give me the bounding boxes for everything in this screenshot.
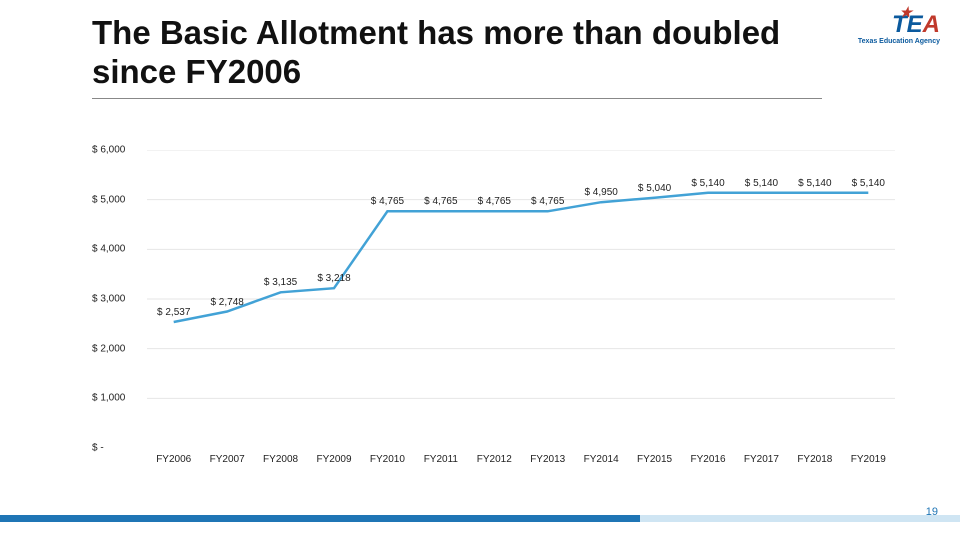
- y-axis-label: $ 1,000: [92, 393, 140, 404]
- y-axis-label: $ 3,000: [92, 294, 140, 305]
- footer: 19: [0, 506, 960, 530]
- y-axis-label: $ 2,000: [92, 343, 140, 354]
- x-axis-label: FY2008: [256, 454, 306, 465]
- x-axis-label: FY2011: [416, 454, 466, 465]
- footer-accent: [0, 515, 960, 522]
- x-axis-label: FY2017: [736, 454, 786, 465]
- data-label: $ 5,140: [691, 178, 724, 189]
- x-axis-label: FY2018: [790, 454, 840, 465]
- page-number: 19: [926, 506, 938, 518]
- logo-subtitle: Texas Education Agency: [840, 38, 940, 45]
- x-axis-label: FY2010: [362, 454, 412, 465]
- chart-area: $ - $ 1,000 $ 2,000 $ 3,000 $ 4,000 $ 5,000 $ …: [92, 140, 897, 480]
- data-label: $ 4,765: [478, 196, 511, 207]
- x-axis-label: FY2014: [576, 454, 626, 465]
- x-axis-label: FY2007: [202, 454, 252, 465]
- y-axis-label: $ 6,000: [92, 145, 140, 156]
- plot-area: [147, 150, 895, 448]
- data-label: $ 4,950: [584, 187, 617, 198]
- line-series: [147, 150, 895, 448]
- y-axis-label: $ 5,000: [92, 194, 140, 205]
- data-label: $ 5,140: [745, 178, 778, 189]
- data-label: $ 5,140: [852, 178, 885, 189]
- title-container: The Basic Allotment has more than double…: [92, 14, 822, 99]
- x-axis-label: FY2019: [843, 454, 893, 465]
- y-axis-label: $ -: [92, 443, 140, 454]
- x-axis-label: FY2006: [149, 454, 199, 465]
- x-axis-label: FY2016: [683, 454, 733, 465]
- data-label: $ 2,537: [157, 307, 190, 318]
- data-label: $ 3,218: [317, 273, 350, 284]
- y-axis-label: $ 4,000: [92, 244, 140, 255]
- slide-title: The Basic Allotment has more than double…: [92, 14, 822, 92]
- data-label: $ 5,040: [638, 183, 671, 194]
- data-label: $ 2,748: [210, 297, 243, 308]
- data-label: $ 4,765: [424, 196, 457, 207]
- x-axis-label: FY2012: [469, 454, 519, 465]
- data-label: $ 4,765: [371, 196, 404, 207]
- star-icon: ★: [899, 6, 912, 19]
- logo-main: ★ TEA: [840, 14, 940, 36]
- tea-logo: ★ TEA Texas Education Agency: [840, 14, 940, 45]
- logo-letter-a: A: [923, 11, 940, 38]
- data-label: $ 3,135: [264, 277, 297, 288]
- x-axis-label: FY2009: [309, 454, 359, 465]
- x-axis-label: FY2015: [630, 454, 680, 465]
- slide: The Basic Allotment has more than double…: [0, 0, 960, 540]
- data-label: $ 4,765: [531, 196, 564, 207]
- x-axis-label: FY2013: [523, 454, 573, 465]
- data-label: $ 5,140: [798, 178, 831, 189]
